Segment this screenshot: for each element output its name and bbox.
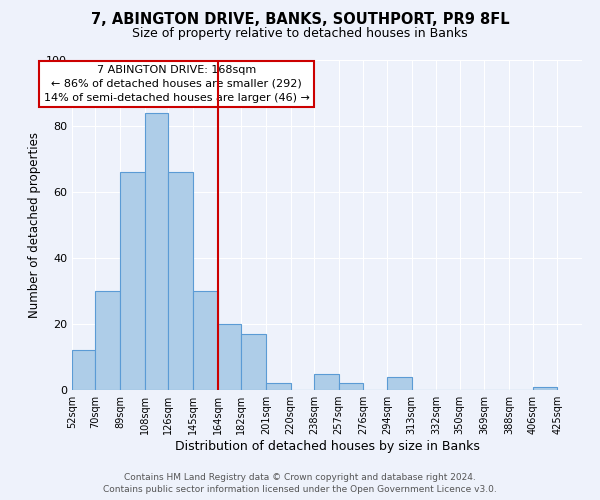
Bar	[218, 324, 241, 390]
Bar	[168, 172, 193, 390]
Bar	[72, 350, 95, 390]
Y-axis label: Number of detached properties: Number of detached properties	[28, 132, 41, 318]
Bar	[95, 291, 120, 390]
Bar	[266, 384, 290, 390]
Text: 7, ABINGTON DRIVE, BANKS, SOUTHPORT, PR9 8FL: 7, ABINGTON DRIVE, BANKS, SOUTHPORT, PR9…	[91, 12, 509, 28]
Bar	[314, 374, 339, 390]
Bar	[387, 377, 412, 390]
Bar	[533, 386, 557, 390]
Bar	[120, 172, 145, 390]
X-axis label: Distribution of detached houses by size in Banks: Distribution of detached houses by size …	[175, 440, 479, 453]
Bar	[193, 291, 218, 390]
Bar	[145, 113, 168, 390]
Text: Size of property relative to detached houses in Banks: Size of property relative to detached ho…	[132, 28, 468, 40]
Bar	[339, 384, 364, 390]
Text: 7 ABINGTON DRIVE: 168sqm
← 86% of detached houses are smaller (292)
14% of semi-: 7 ABINGTON DRIVE: 168sqm ← 86% of detach…	[44, 65, 310, 103]
Text: Contains HM Land Registry data © Crown copyright and database right 2024.
Contai: Contains HM Land Registry data © Crown c…	[103, 472, 497, 494]
Bar	[241, 334, 266, 390]
